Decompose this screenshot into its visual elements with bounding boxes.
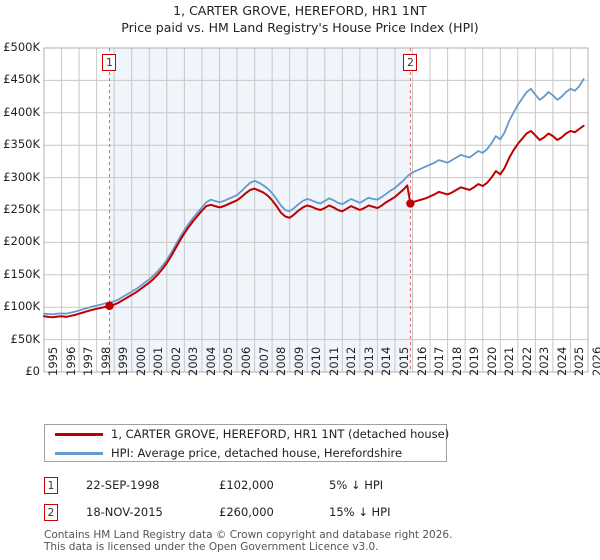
chart-marker-badge: 1 [102,54,117,71]
y-axis-tick-label: £400K [3,104,40,119]
legend-row-hpi: HPI: Average price, detached house, Here… [45,444,446,463]
x-axis-tick-label: 2005 [221,346,236,376]
x-axis-tick-label: 2017 [432,346,447,376]
x-axis-tick-label: 2022 [519,346,534,376]
x-axis-tick-label: 2014 [379,346,394,376]
chart-legend: 1, CARTER GROVE, HEREFORD, HR1 1NT (deta… [44,424,450,463]
y-axis-tick-label: £500K [3,40,40,54]
transaction-date: 18-NOV-2015 [86,505,163,519]
price-hpi-line-chart [43,47,589,373]
x-axis-tick-label: 2026 [590,346,600,376]
x-axis-tick-label: 2011 [326,346,341,376]
y-axis-tick-label: £250K [3,202,40,216]
footer-line-2: This data is licensed under the Open Gov… [44,541,379,553]
transaction-index-badge: 2 [44,504,58,521]
x-axis-tick-label: 2021 [502,346,517,376]
transaction-hpi-delta: 5% ↓ HPI [329,478,384,492]
x-axis-tick-label: 2012 [344,346,359,376]
x-axis-tick-label: 2000 [133,346,148,376]
x-axis-tick-label: 1996 [63,346,78,376]
x-axis-tick-label: 2016 [414,346,429,376]
x-axis-tick-label: 1997 [81,346,96,376]
x-axis-tick-label: 2018 [449,346,464,376]
x-axis-tick-label: 2009 [291,346,306,376]
legend-swatch-price-paid [55,433,103,436]
legend-label-price-paid: 1, CARTER GROVE, HEREFORD, HR1 1NT (deta… [111,427,450,441]
transaction-date: 22-SEP-1998 [86,478,160,492]
page-subtitle: Price paid vs. HM Land Registry's House … [121,20,479,35]
legend-label-hpi: HPI: Average price, detached house, Here… [111,446,403,460]
x-axis-tick-label: 2001 [151,346,166,376]
y-axis-tick-label: £0 [25,364,40,378]
x-axis-tick-label: 2002 [168,346,183,376]
y-axis-tick-label: £350K [3,137,40,152]
x-axis-tick-label: 2019 [467,346,482,376]
x-axis-tick-label: 2024 [554,346,569,376]
x-axis-tick-label: 1999 [116,346,131,376]
transaction-index-badge: 1 [44,477,58,494]
y-axis-tick-label: £450K [3,72,40,87]
title-block: 1, CARTER GROVE, HEREFORD, HR1 1NT Price… [0,2,600,36]
x-axis-tick-label: 1995 [46,346,60,376]
footer-line-1: Contains HM Land Registry data © Crown c… [44,529,453,541]
transaction-price: £102,000 [219,478,274,492]
x-axis-tick-label: 2008 [274,346,289,376]
y-axis-tick-label: £150K [3,266,40,281]
y-axis-tick-label: £50K [10,331,41,346]
y-axis-tick-label: £300K [3,169,40,184]
x-axis-tick-label: 2007 [256,346,271,376]
transaction-price: £260,000 [219,505,274,519]
x-axis-tick-label: 2025 [572,346,587,376]
transaction-row[interactable]: 1 22-SEP-1998 £102,000 5% ↓ HPI [44,477,464,497]
x-axis-tick-label: 1998 [98,346,113,376]
x-axis-tick-label: 2004 [203,346,218,376]
transaction-row[interactable]: 2 18-NOV-2015 £260,000 15% ↓ HPI [44,504,464,524]
x-axis-tick-label: 2020 [484,346,499,376]
y-axis-tick-label: £200K [3,234,40,249]
x-axis-tick-label: 2015 [396,346,411,376]
x-axis-tick-label: 2013 [361,346,376,376]
x-axis-tick-label: 2006 [239,346,254,376]
page-title: 1, CARTER GROVE, HEREFORD, HR1 1NT [173,3,427,18]
transaction-hpi-delta: 15% ↓ HPI [329,505,391,519]
legend-swatch-hpi [55,452,103,455]
chart-marker-badge: 2 [403,54,418,71]
x-axis-tick-label: 2010 [309,346,324,376]
legend-row-price-paid: 1, CARTER GROVE, HEREFORD, HR1 1NT (deta… [45,425,450,444]
x-axis-tick-label: 2003 [186,346,201,376]
x-axis-tick-label: 2023 [537,346,552,376]
footer-attribution: Contains HM Land Registry data © Crown c… [44,529,564,553]
y-axis-tick-label: £100K [3,299,40,314]
